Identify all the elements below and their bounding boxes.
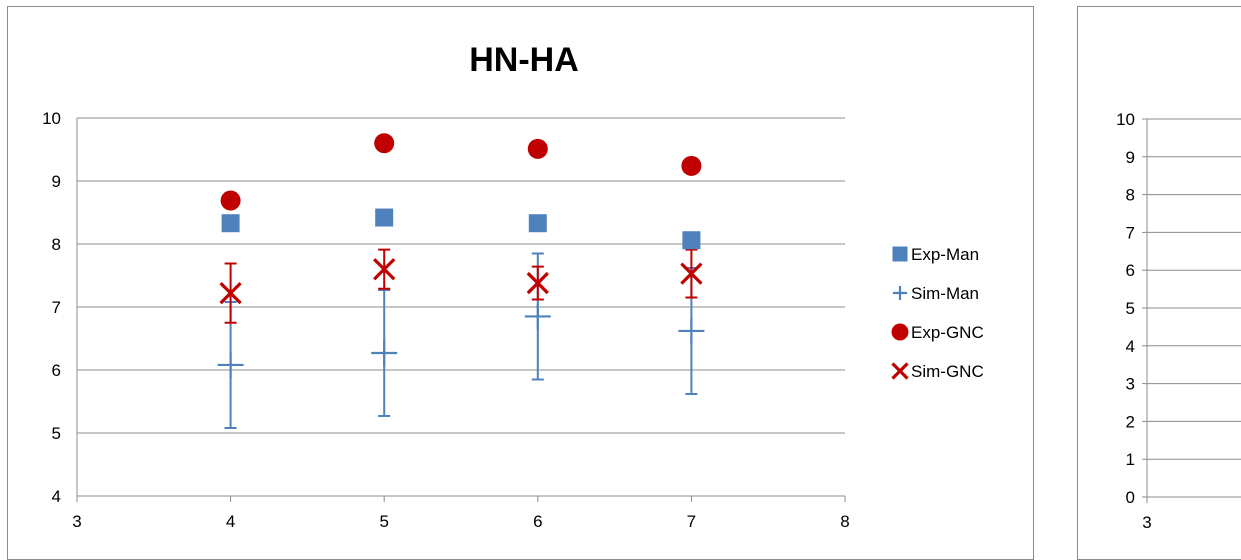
y-tick-label: 8 [52, 235, 61, 254]
y-tick-label-right: 2 [1126, 412, 1135, 431]
y-tick-label: 5 [52, 424, 61, 443]
x-tick-label: 5 [379, 512, 388, 531]
point-sim-man [678, 317, 705, 344]
point-exp-gnc [681, 155, 702, 176]
point-sim-gnc [219, 282, 242, 305]
point-exp-man [375, 208, 394, 227]
x-tick-label: 3 [72, 512, 81, 531]
legend-marker-sim-man [893, 286, 907, 300]
y-tick-label-right: 3 [1126, 375, 1135, 394]
y-tick-label-right: 9 [1126, 148, 1135, 167]
legend-marker-sim-gnc [891, 362, 909, 380]
y-tick-label-right: 1 [1126, 450, 1135, 469]
y-tick-label: 10 [42, 109, 61, 128]
point-exp-gnc [220, 190, 241, 211]
legend-marker-exp-man [892, 246, 908, 262]
legend-label-sim-man: Sim-Man [911, 284, 979, 303]
legend-label-sim-gnc: Sim-GNC [911, 362, 984, 381]
chart-hn-ha [7, 6, 1034, 560]
x-tick-label: 7 [687, 512, 696, 531]
legend-marker-exp-gnc [891, 323, 909, 341]
point-sim-gnc [680, 262, 703, 285]
y-tick-label-right: 4 [1126, 337, 1135, 356]
point-sim-man [371, 339, 398, 366]
y-tick-label: 9 [52, 172, 61, 191]
point-exp-man [682, 231, 701, 250]
y-tick-label: 6 [52, 361, 61, 380]
x-tick-label-right: 3 [1142, 513, 1151, 532]
point-exp-man [528, 214, 547, 233]
point-exp-man [221, 214, 240, 233]
y-tick-label-right: 10 [1116, 110, 1135, 129]
legend-label-exp-gnc: Exp-GNC [911, 323, 984, 342]
y-tick-label-right: 0 [1126, 488, 1135, 507]
x-tick-label: 8 [840, 512, 849, 531]
x-tick-label: 4 [226, 512, 235, 531]
y-tick-label-right: 7 [1126, 223, 1135, 242]
chart-second-partial [1077, 6, 1241, 560]
y-tick-label-right: 5 [1126, 299, 1135, 318]
point-sim-man [217, 351, 244, 378]
point-exp-gnc [374, 133, 395, 154]
point-sim-gnc [526, 271, 549, 295]
x-tick-label: 6 [533, 512, 542, 531]
y-tick-label: 4 [52, 487, 61, 506]
y-tick-label-right: 6 [1126, 261, 1135, 280]
y-tick-label-right: 8 [1126, 186, 1135, 205]
y-tick-label: 7 [52, 298, 61, 317]
point-exp-gnc [527, 138, 548, 159]
point-sim-man [524, 303, 551, 330]
chart-title: HN-HA [469, 41, 579, 79]
legend-label-exp-man: Exp-Man [911, 245, 979, 264]
point-sim-gnc [373, 258, 396, 281]
